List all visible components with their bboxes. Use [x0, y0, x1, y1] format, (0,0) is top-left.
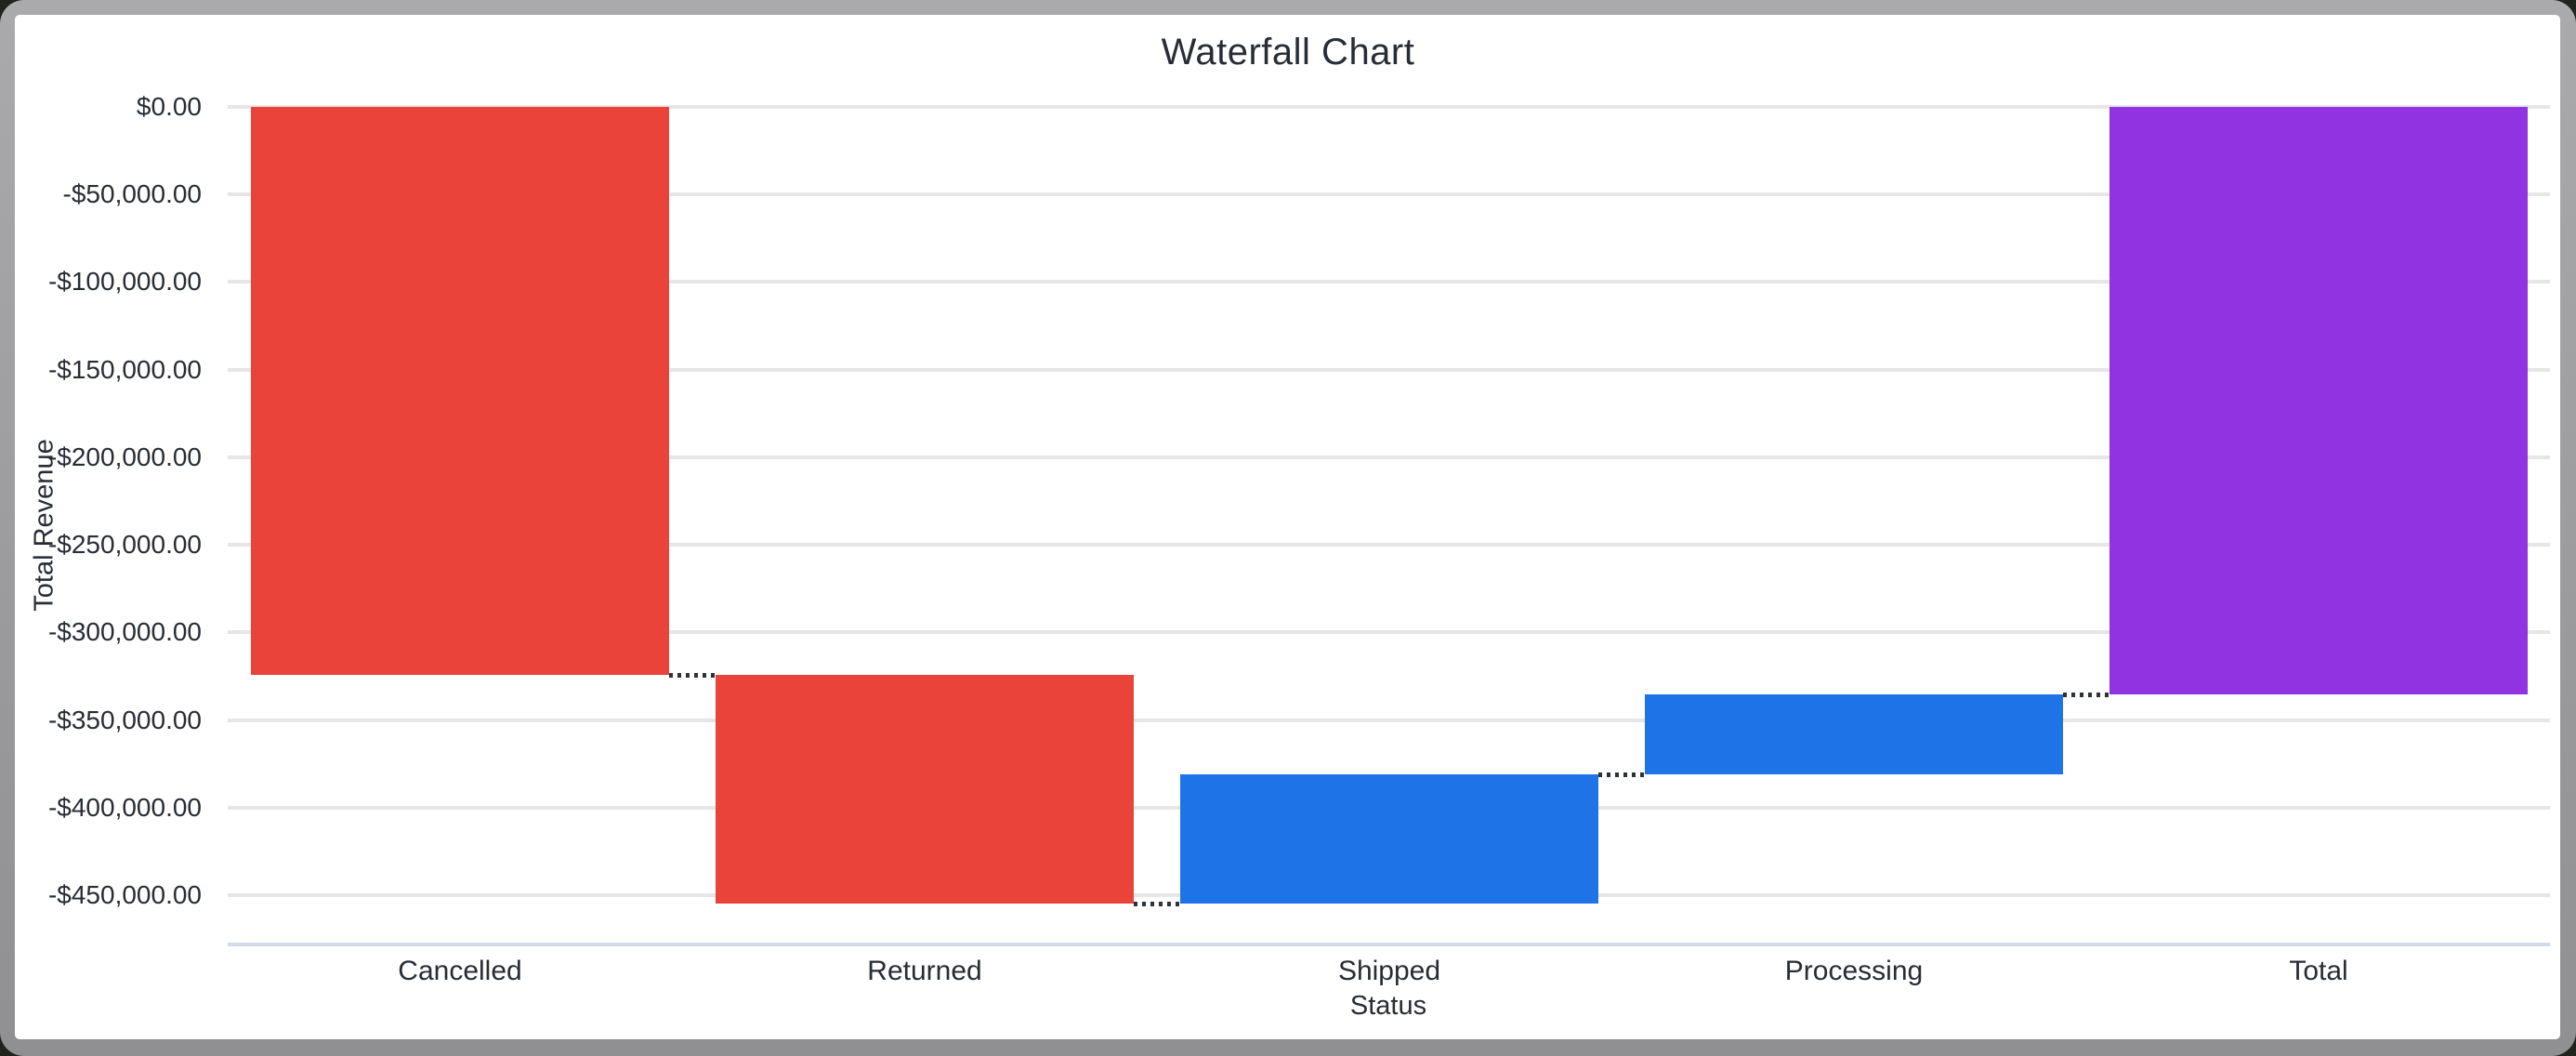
connector	[1134, 902, 1180, 907]
x-category-label: Shipped	[1337, 956, 1441, 986]
x-axis-line	[228, 943, 2550, 946]
bar-returned[interactable]	[716, 675, 1134, 904]
x-axis-title: Status	[1349, 991, 1427, 1021]
bar-total[interactable]	[2109, 107, 2528, 695]
gridline	[228, 367, 2550, 372]
connector	[1598, 772, 1645, 778]
bar-cancelled[interactable]	[251, 107, 669, 676]
gridline	[228, 630, 2550, 635]
y-tick-label: -$400,000.00	[47, 792, 202, 822]
y-tick-label: -$350,000.00	[47, 705, 202, 734]
y-tick-label: -$50,000.00	[62, 179, 202, 209]
x-category-label: Cancelled	[398, 956, 522, 986]
y-tick-label: -$200,000.00	[47, 442, 202, 471]
bar-processing[interactable]	[1645, 694, 2063, 775]
connector	[669, 673, 716, 679]
gridline	[228, 543, 2550, 548]
y-tick-label: $0.00	[136, 92, 202, 121]
gridline	[228, 718, 2550, 722]
gridline	[228, 192, 2550, 197]
x-category-label: Processing	[1784, 956, 1924, 986]
bar-shipped[interactable]	[1180, 774, 1598, 904]
chart-title: Waterfall Chart	[1161, 32, 1415, 73]
gridline	[228, 105, 2550, 109]
y-tick-label: -$150,000.00	[47, 354, 202, 384]
y-tick-label: -$450,000.00	[47, 880, 202, 910]
y-tick-label: -$250,000.00	[47, 530, 202, 560]
x-category-label: Total	[2289, 956, 2348, 986]
gridline	[228, 455, 2550, 459]
y-tick-label: -$300,000.00	[47, 617, 202, 647]
x-category-label: Returned	[867, 956, 982, 986]
connector	[2063, 693, 2109, 698]
y-tick-label: -$100,000.00	[47, 267, 202, 297]
gridline	[228, 280, 2550, 284]
